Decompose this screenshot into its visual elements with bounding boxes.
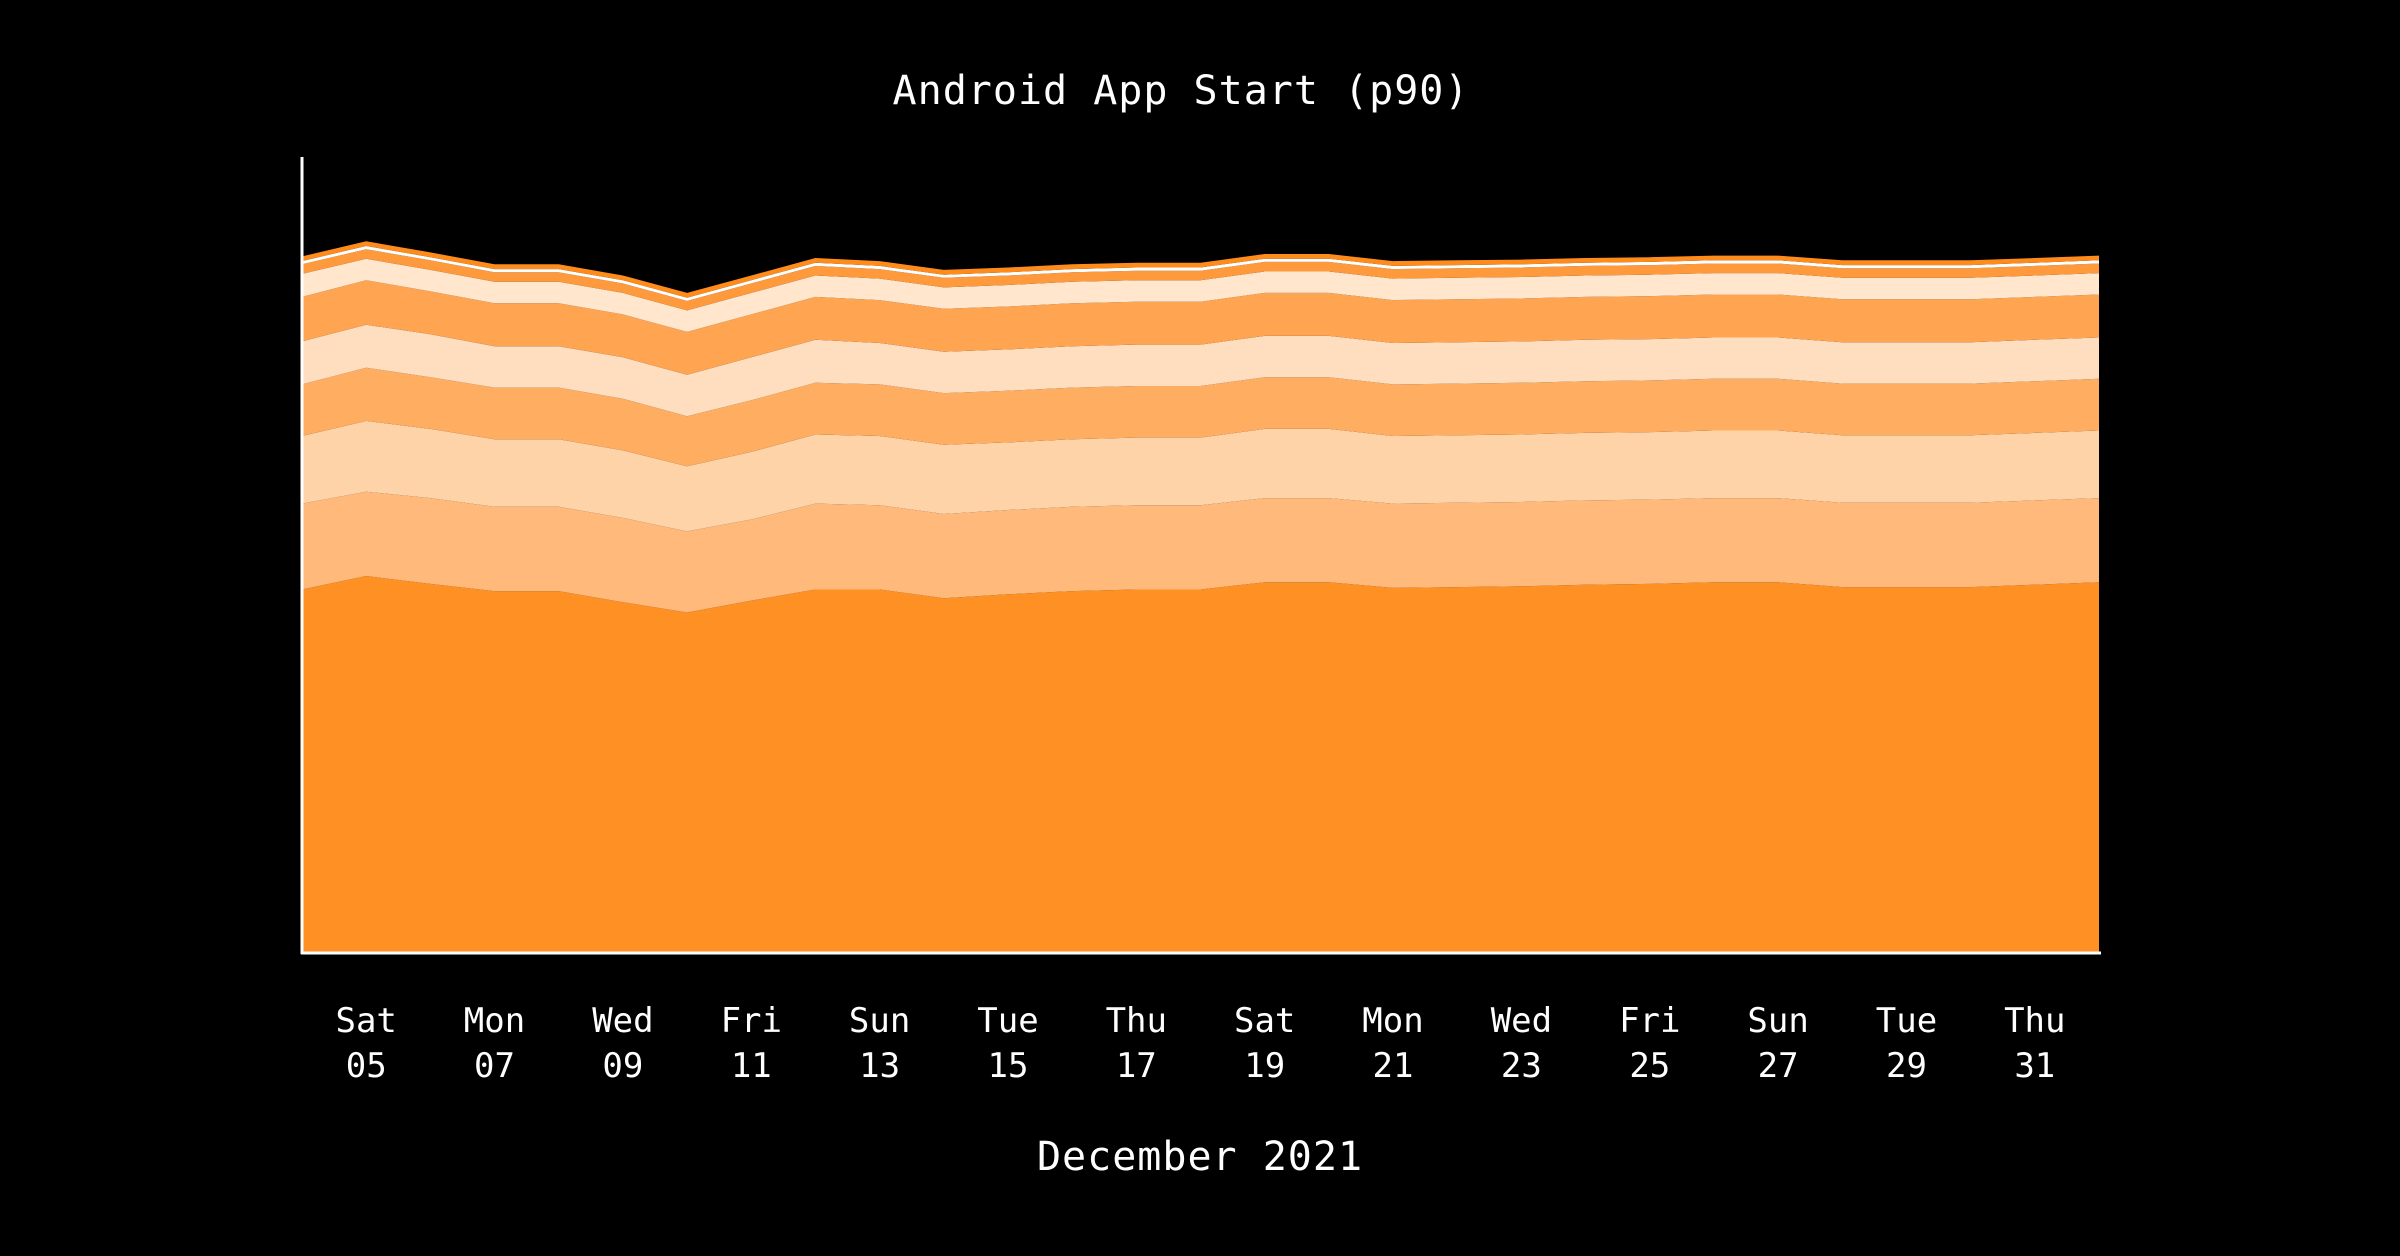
x-tick-day: 19 — [1244, 1046, 1285, 1086]
area-series-group — [302, 241, 2099, 952]
chart-title: Android App Start (p90) — [892, 68, 1470, 114]
x-tick-day: 15 — [988, 1046, 1029, 1086]
area-series-1 — [302, 576, 2099, 952]
x-tick-label: Sun 13 — [849, 1001, 910, 1086]
x-tick-weekday: Thu — [1106, 1001, 1167, 1041]
area-series-8 — [302, 249, 2099, 311]
x-tick-day: 07 — [474, 1046, 515, 1086]
x-tick-weekday: Sat — [335, 1001, 396, 1041]
x-tick-weekday: Sat — [1234, 1001, 1295, 1041]
x-tick-day: 21 — [1373, 1046, 1414, 1086]
x-axis-label: December 2021 — [1036, 1134, 1364, 1180]
x-tick-day: 29 — [1886, 1046, 1927, 1086]
x-tick-label: Tue 15 — [977, 1001, 1038, 1086]
x-tick-day: 23 — [1501, 1046, 1542, 1086]
x-tick-day: 09 — [602, 1046, 643, 1086]
area-series-4 — [302, 367, 2099, 467]
x-tick-day: 25 — [1629, 1046, 1670, 1086]
x-tick-weekday: Tue — [1876, 1001, 1937, 1041]
x-tick-weekday: Wed — [1491, 1001, 1552, 1041]
x-tick-day: 31 — [2014, 1046, 2055, 1086]
x-tick-label: Mon 07 — [464, 1001, 525, 1086]
x-tick-label: Sat 05 — [335, 1001, 396, 1086]
x-tick-weekday: Thu — [2004, 1001, 2065, 1041]
x-tick-day: 13 — [859, 1046, 900, 1086]
x-tick-label: Thu 17 — [1106, 1001, 1167, 1086]
area-series-5 — [302, 324, 2099, 417]
area-series-3 — [302, 420, 2099, 532]
x-tick-day: 17 — [1116, 1046, 1157, 1086]
x-tick-label: Tue 29 — [1876, 1001, 1937, 1086]
x-tick-weekday: Fri — [721, 1001, 782, 1041]
x-tick-weekday: Sun — [849, 1001, 910, 1041]
x-tick-label: Wed 23 — [1491, 1001, 1552, 1086]
area-series-6 — [302, 280, 2099, 375]
x-tick-label: Thu 31 — [2004, 1001, 2065, 1086]
x-tick-label: Wed 09 — [592, 1001, 653, 1086]
area-series-2 — [302, 491, 2099, 613]
x-tick-day: 05 — [346, 1046, 387, 1086]
x-tick-weekday: Wed — [592, 1001, 653, 1041]
x-tick-weekday: Sun — [1747, 1001, 1808, 1041]
area-series-7 — [302, 258, 2099, 332]
x-tick-weekday: Tue — [977, 1001, 1038, 1041]
x-tick-label: Sun 27 — [1747, 1001, 1808, 1086]
x-tick-label: Sat 19 — [1234, 1001, 1295, 1086]
x-tick-weekday: Mon — [1362, 1001, 1423, 1041]
x-tick-label: Mon 21 — [1362, 1001, 1423, 1086]
x-tick-day: 11 — [731, 1046, 772, 1086]
x-tick-day: 27 — [1758, 1046, 1799, 1086]
x-tick-label: Fri 25 — [1619, 1001, 1680, 1086]
x-tick-weekday: Fri — [1619, 1001, 1680, 1041]
x-tick-label: Fri 11 — [721, 1001, 782, 1086]
x-tick-weekday: Mon — [464, 1001, 525, 1041]
x-tick-labels: Sat 05 Mon 07 Wed 09 Fri 11 Sun 13 Tue 15 Thu 17 Sat 19… — [335, 1001, 2065, 1086]
